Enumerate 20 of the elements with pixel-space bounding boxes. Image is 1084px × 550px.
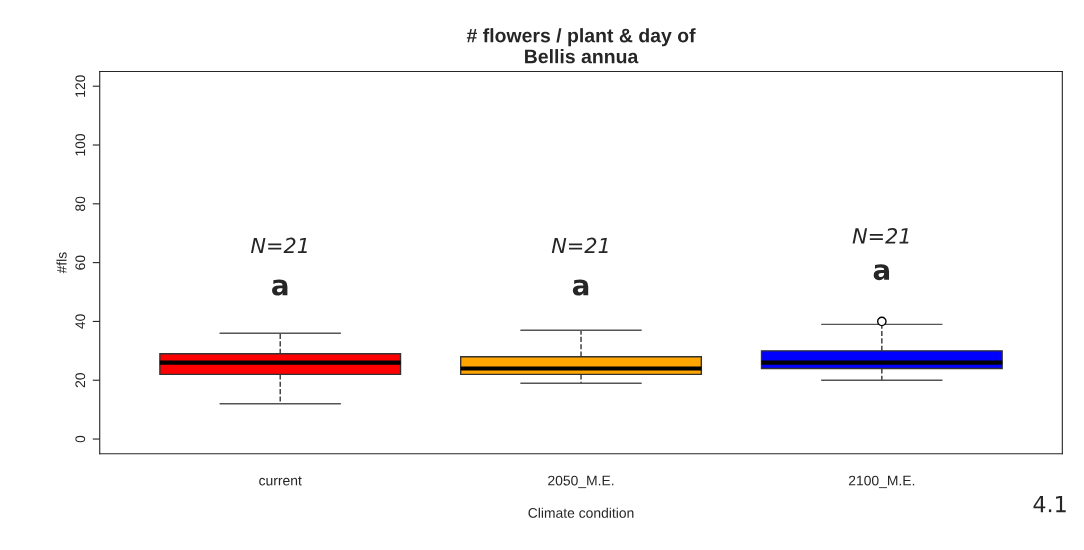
annotation: N=21 (551, 237, 608, 254)
x-tick-label: 2100_M.E. (848, 475, 915, 489)
x-tick-label: current (259, 476, 302, 486)
y-tick-label: 60 (75, 255, 86, 270)
chart-title: # flowers / plant & day of Bellis annua (466, 28, 696, 64)
y-tick-label: 20 (75, 373, 86, 388)
annotation: N=21 (852, 228, 909, 244)
y-tick-label: 100 (75, 133, 86, 156)
y-axis-title: #fls (56, 252, 67, 274)
y-tick-label: 120 (75, 75, 86, 97)
y-tick-label: 40 (75, 314, 86, 329)
y-tick-label: 0 (75, 435, 86, 443)
annotation: N=21 (251, 237, 307, 254)
text: 4.1 (1033, 495, 1066, 513)
x-axis-title: Climate condition (528, 507, 634, 518)
x-tick-label: 2050_M.E. (548, 475, 614, 489)
annotation: a (572, 279, 589, 296)
annotation: a (272, 279, 288, 296)
annotation: a (873, 264, 890, 281)
y-tick-label: 80 (75, 196, 86, 211)
